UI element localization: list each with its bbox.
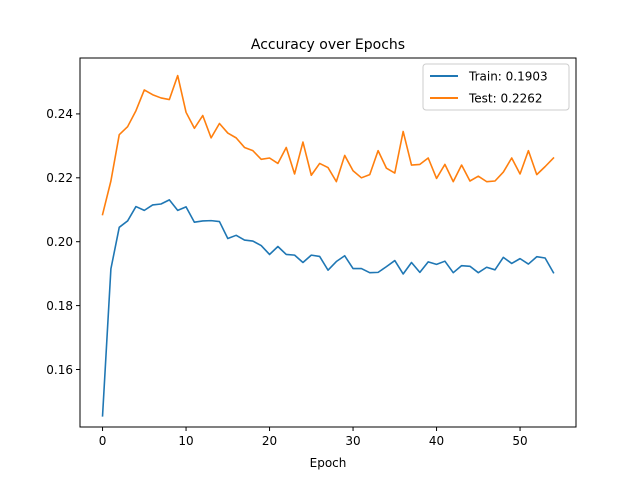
y-tick-label: 0.24 [46, 107, 73, 121]
x-axis-label: Epoch [310, 456, 347, 470]
legend: Train: 0.1903 Test: 0.2262 [422, 63, 570, 111]
chart-title: Accuracy over Epochs [251, 37, 405, 53]
x-tick-label: 30 [345, 434, 360, 448]
x-axis-ticks: 0 10 20 30 40 50 [99, 427, 528, 448]
x-tick-label: 10 [178, 434, 193, 448]
series-line-test [101, 74, 555, 216]
x-tick-label: 40 [429, 434, 444, 448]
series-line-train [101, 199, 555, 417]
legend-box [422, 63, 570, 111]
x-tick-label: 50 [512, 434, 527, 448]
x-tick-label: 20 [262, 434, 277, 448]
plot-frame [79, 57, 577, 428]
series-layer [101, 74, 555, 417]
legend-label-test: Test: 0.2262 [468, 92, 542, 106]
x-tick-label: 0 [99, 434, 107, 448]
y-axis-ticks: 0.16 0.18 0.20 0.22 0.24 [46, 107, 80, 377]
legend-label-train: Train: 0.1903 [468, 70, 548, 84]
y-tick-label: 0.18 [46, 299, 73, 313]
y-tick-label: 0.20 [46, 235, 73, 249]
y-tick-label: 0.16 [46, 363, 73, 377]
y-tick-label: 0.22 [46, 171, 73, 185]
